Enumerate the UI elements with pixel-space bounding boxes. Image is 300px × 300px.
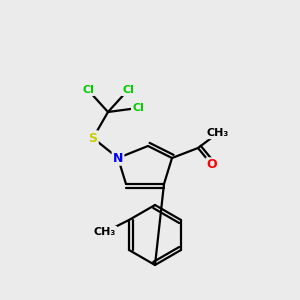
Text: Cl: Cl: [132, 103, 144, 113]
Text: CH₃: CH₃: [94, 227, 116, 237]
Text: S: S: [88, 131, 98, 145]
Text: CH₃: CH₃: [207, 128, 229, 138]
Text: Cl: Cl: [122, 85, 134, 95]
Text: Cl: Cl: [82, 85, 94, 95]
Text: N: N: [113, 152, 123, 164]
Text: O: O: [207, 158, 217, 172]
